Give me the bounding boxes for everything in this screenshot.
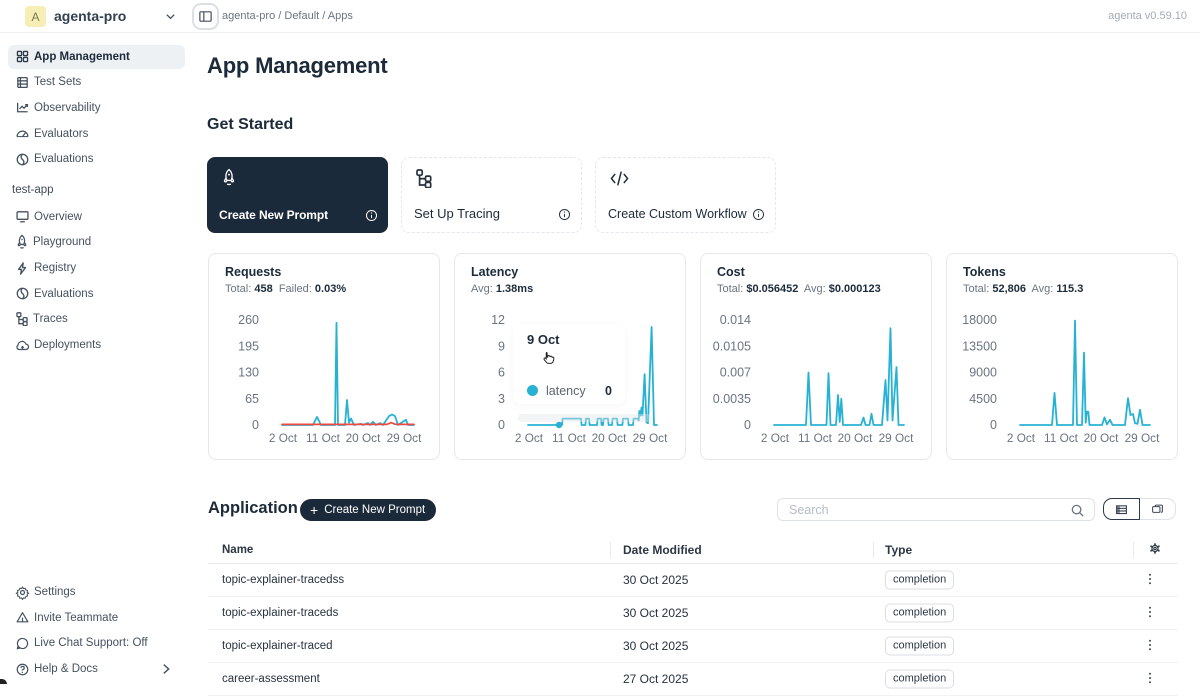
svg-text:20 Oct: 20 Oct: [838, 431, 873, 445]
svg-text:4500: 4500: [969, 392, 997, 406]
svg-text:0.007: 0.007: [720, 366, 751, 380]
svg-text:6: 6: [498, 366, 505, 380]
svg-text:2 Oct: 2 Oct: [515, 431, 544, 445]
svg-text:130: 130: [238, 366, 259, 380]
svg-text:29 Oct: 29 Oct: [1125, 431, 1160, 445]
svg-text:2 Oct: 2 Oct: [761, 431, 790, 445]
svg-text:20 Oct: 20 Oct: [346, 431, 381, 445]
svg-text:20 Oct: 20 Oct: [592, 431, 627, 445]
svg-text:11 Oct: 11 Oct: [306, 431, 341, 445]
svg-text:195: 195: [238, 340, 259, 354]
svg-text:0.014: 0.014: [720, 313, 751, 327]
svg-text:20 Oct: 20 Oct: [1084, 431, 1119, 445]
svg-text:260: 260: [238, 313, 259, 327]
svg-text:11 Oct: 11 Oct: [1044, 431, 1079, 445]
svg-text:0: 0: [498, 418, 505, 432]
svg-text:0.0035: 0.0035: [713, 392, 751, 406]
svg-text:0: 0: [744, 418, 751, 432]
svg-text:3: 3: [498, 392, 505, 406]
svg-text:12: 12: [491, 313, 505, 327]
svg-text:11 Oct: 11 Oct: [798, 431, 833, 445]
svg-text:0.0105: 0.0105: [713, 340, 751, 354]
svg-text:18000: 18000: [962, 313, 997, 327]
svg-text:29 Oct: 29 Oct: [633, 431, 668, 445]
svg-text:9: 9: [498, 340, 505, 354]
svg-text:0: 0: [990, 418, 997, 432]
svg-text:29 Oct: 29 Oct: [387, 431, 422, 445]
svg-text:9000: 9000: [969, 366, 997, 380]
svg-text:0: 0: [252, 418, 259, 432]
svg-text:65: 65: [245, 392, 259, 406]
svg-text:29 Oct: 29 Oct: [879, 431, 914, 445]
svg-text:2 Oct: 2 Oct: [269, 431, 298, 445]
svg-text:13500: 13500: [962, 340, 997, 354]
svg-text:11 Oct: 11 Oct: [552, 431, 587, 445]
svg-text:2 Oct: 2 Oct: [1007, 431, 1036, 445]
